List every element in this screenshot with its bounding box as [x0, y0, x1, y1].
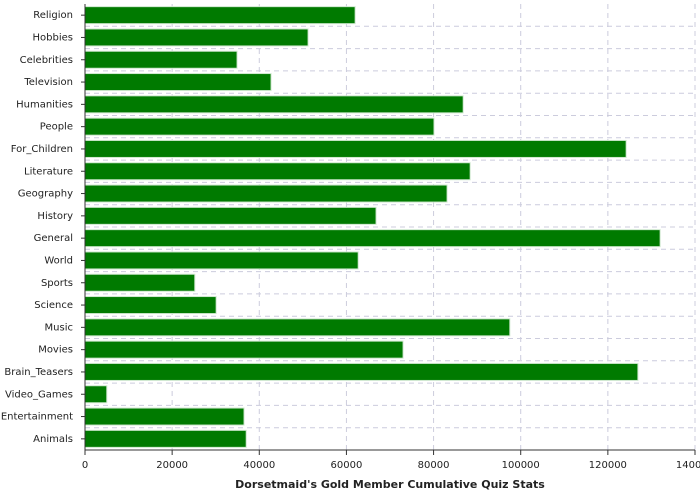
- y-tick-label: Brain_Teasers: [4, 367, 73, 378]
- bar: [84, 50, 238, 69]
- bar: [84, 28, 309, 47]
- x-tick-label: 140000: [676, 460, 700, 471]
- bar: [84, 340, 404, 359]
- bar: [84, 407, 245, 426]
- bar: [84, 162, 471, 181]
- y-tick-label: For_Children: [11, 144, 73, 155]
- y-tick-label: History: [37, 211, 73, 222]
- bar: [84, 318, 511, 337]
- y-tick-label: Entertainment: [1, 412, 73, 423]
- bar: [84, 385, 108, 404]
- x-tick-label: 120000: [589, 460, 627, 471]
- bar: [84, 251, 359, 270]
- bar: [84, 362, 639, 381]
- x-tick-label: 0: [82, 460, 88, 471]
- y-tick-label: Music: [45, 322, 73, 333]
- y-tick-label: General: [34, 233, 73, 244]
- x-tick-label: 100000: [502, 460, 540, 471]
- bar: [84, 429, 247, 448]
- y-tick-label: Video_Games: [5, 389, 73, 400]
- x-tick-label: 20000: [156, 460, 188, 471]
- bar: [84, 117, 435, 136]
- chart-title: Dorsetmaid's Gold Member Cumulative Quiz…: [235, 478, 545, 491]
- x-tick-label: 60000: [331, 460, 363, 471]
- y-tick-label: Animals: [33, 434, 73, 445]
- bar: [84, 229, 661, 248]
- bar: [84, 139, 627, 158]
- y-tick-label: Television: [23, 77, 73, 88]
- bar: [84, 95, 464, 114]
- bar: [84, 73, 272, 92]
- y-tick-label: Literature: [24, 166, 73, 177]
- bar: [84, 296, 217, 315]
- y-tick-label: Sports: [41, 278, 73, 289]
- bar: [84, 273, 196, 292]
- y-tick-label: Movies: [38, 345, 73, 356]
- bar: [84, 184, 448, 203]
- y-tick-label: People: [40, 122, 73, 133]
- x-tick-label: 40000: [243, 460, 275, 471]
- y-tick-label: Science: [34, 300, 73, 311]
- x-tick-label: 80000: [418, 460, 450, 471]
- y-tick-label: Humanities: [16, 99, 73, 110]
- y-tick-label: World: [44, 255, 73, 266]
- y-tick-label: Geography: [18, 189, 73, 200]
- bar: [84, 206, 377, 225]
- bar: [84, 6, 356, 25]
- y-tick-label: Religion: [33, 10, 73, 21]
- y-tick-label: Celebrities: [20, 55, 73, 66]
- y-tick-label: Hobbies: [33, 32, 73, 43]
